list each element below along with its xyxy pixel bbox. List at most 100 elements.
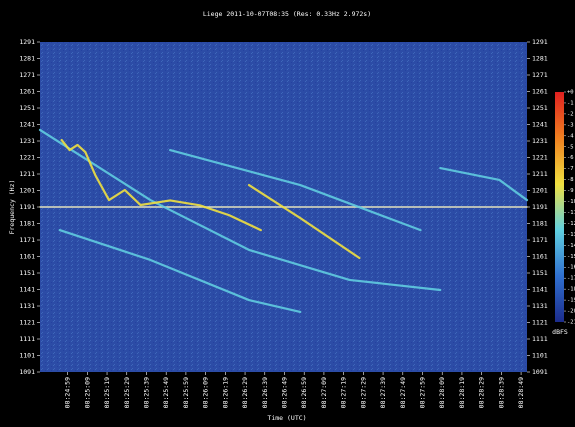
y-tick-label-right: 1151 <box>532 269 548 277</box>
x-tick-label: 08:28:29 <box>478 377 486 408</box>
signal-trace <box>247 183 361 260</box>
y-tick-label: 1141 <box>19 286 35 294</box>
x-tick-label: 08:26:19 <box>221 377 229 408</box>
y-tick-label-right: 1091 <box>532 368 548 376</box>
y-tick-label: 1131 <box>19 302 35 310</box>
colorbar-tick-label: -16 <box>567 265 575 271</box>
y-tick-label-right: 1241 <box>532 121 548 129</box>
y-tick-label-right: 1121 <box>532 319 548 327</box>
y-tick-label: 1091 <box>19 368 35 376</box>
colorbar-tick-label: -4 <box>567 133 574 139</box>
colorbar-tick-label: -9 <box>567 188 574 194</box>
colorbar-label: dBFS <box>552 328 568 336</box>
y-tick-label-right: 1161 <box>532 253 548 261</box>
signal-trace <box>439 166 529 202</box>
x-tick-label: 08:28:19 <box>458 377 466 408</box>
colorbar-tick-label: +0 <box>567 90 574 96</box>
y-tick-label: 1211 <box>19 170 35 178</box>
x-tick-label: 08:28:09 <box>438 377 446 408</box>
y-tick-label-right: 1111 <box>532 335 548 343</box>
y-tick-label: 1271 <box>19 71 35 79</box>
y-tick-label: 1151 <box>19 269 35 277</box>
signal-trace <box>58 229 302 314</box>
x-tick-label: 08:27:29 <box>359 377 367 408</box>
y-tick-label: 1261 <box>19 88 35 96</box>
x-tick-label: 08:25:49 <box>162 377 170 408</box>
y-tick-label: 1191 <box>19 203 35 211</box>
colorbar-tick-label: -11 <box>567 210 575 216</box>
colorbar-tick-label: -1 <box>567 100 574 106</box>
y-tick-label-right: 1261 <box>532 88 548 96</box>
colorbar-tick-label: -13 <box>567 232 575 238</box>
y-tick-label-right: 1271 <box>532 71 548 79</box>
y-tick-label: 1161 <box>19 253 35 261</box>
colorbar-tick-label: -12 <box>567 221 575 227</box>
y-tick-label: 1201 <box>19 187 35 195</box>
y-tick-label-right: 1141 <box>532 286 548 294</box>
signal-trace <box>60 138 262 232</box>
signal-trace <box>38 128 442 292</box>
colorbar-tick-label: -10 <box>567 199 575 205</box>
y-tick-label: 1111 <box>19 335 35 343</box>
y-tick-label: 1251 <box>19 104 35 112</box>
y-tick-label: 1221 <box>19 154 35 162</box>
colorbar-tick-label: -19 <box>567 298 575 304</box>
y-tick-label-right: 1291 <box>532 38 548 46</box>
colorbar-tick-label: -15 <box>567 254 575 260</box>
colorbar-tick-label: -2 <box>567 111 574 117</box>
x-tick-label: 08:27:19 <box>340 377 348 408</box>
chart-title: Liege 2011-10-07T08:35 (Res: 0.33Hz 2.97… <box>203 10 371 18</box>
colorbar-tick-label: -21 <box>567 320 575 326</box>
colorbar-tick-label: -18 <box>567 287 575 293</box>
y-tick-label-right: 1281 <box>532 55 548 63</box>
colorbar-tick-label: -14 <box>567 243 575 249</box>
y-tick-label-right: 1221 <box>532 154 548 162</box>
y-tick-label-right: 1101 <box>532 352 548 360</box>
colorbar-tick-label: -20 <box>567 309 575 315</box>
y-tick-label: 1281 <box>19 55 35 63</box>
x-tick-label: 08:26:49 <box>280 377 288 408</box>
colorbar-tick-label: -7 <box>567 166 574 172</box>
y-tick-label: 1181 <box>19 220 35 228</box>
x-tick-label: 08:27:39 <box>379 377 387 408</box>
y-tick-label-right: 1191 <box>532 203 548 211</box>
y-tick-label-right: 1181 <box>532 220 548 228</box>
colorbar-tick-label: -6 <box>567 155 574 161</box>
x-tick-label: 08:25:39 <box>142 377 150 408</box>
x-tick-label: 08:26:09 <box>202 377 210 408</box>
x-tick-label: 08:27:49 <box>399 377 407 408</box>
x-tick-label: 08:26:39 <box>261 377 269 408</box>
x-tick-label: 08:25:29 <box>123 377 131 408</box>
y-tick-label-right: 1131 <box>532 302 548 310</box>
y-tick-label: 1241 <box>19 121 35 129</box>
y-tick-label-right: 1201 <box>532 187 548 195</box>
y-tick-label-right: 1171 <box>532 236 548 244</box>
y-axis-label: Frequency (Hz) <box>8 180 16 235</box>
x-tick-label: 08:26:59 <box>300 377 308 408</box>
y-tick-label: 1121 <box>19 319 35 327</box>
x-tick-label: 08:25:59 <box>182 377 190 408</box>
colorbar-tick-label: -5 <box>567 144 574 150</box>
x-tick-label: 08:24:59 <box>64 377 72 408</box>
x-tick-label: 08:27:59 <box>419 377 427 408</box>
x-tick-label: 08:28:49 <box>517 377 525 408</box>
signal-trace <box>169 148 422 232</box>
y-tick-label: 1231 <box>19 137 35 145</box>
y-tick-label: 1171 <box>19 236 35 244</box>
x-tick-label: 08:26:29 <box>241 377 249 408</box>
colorbar-tick-label: -8 <box>567 177 574 183</box>
x-tick-label: 08:28:39 <box>497 377 505 408</box>
y-tick-label: 1101 <box>19 352 35 360</box>
y-tick-label-right: 1231 <box>532 137 548 145</box>
colorbar-tick-label: -17 <box>567 276 575 282</box>
y-tick-label: 1291 <box>19 38 35 46</box>
x-tick-label: 08:25:09 <box>83 377 91 408</box>
y-tick-label-right: 1251 <box>532 104 548 112</box>
x-tick-label: 08:27:09 <box>320 377 328 408</box>
colorbar <box>555 92 564 322</box>
x-axis-label: Time (UTC) <box>267 414 306 422</box>
y-tick-label-right: 1211 <box>532 170 548 178</box>
x-tick-label: 08:25:19 <box>103 377 111 408</box>
colorbar-tick-label: -3 <box>567 122 574 128</box>
